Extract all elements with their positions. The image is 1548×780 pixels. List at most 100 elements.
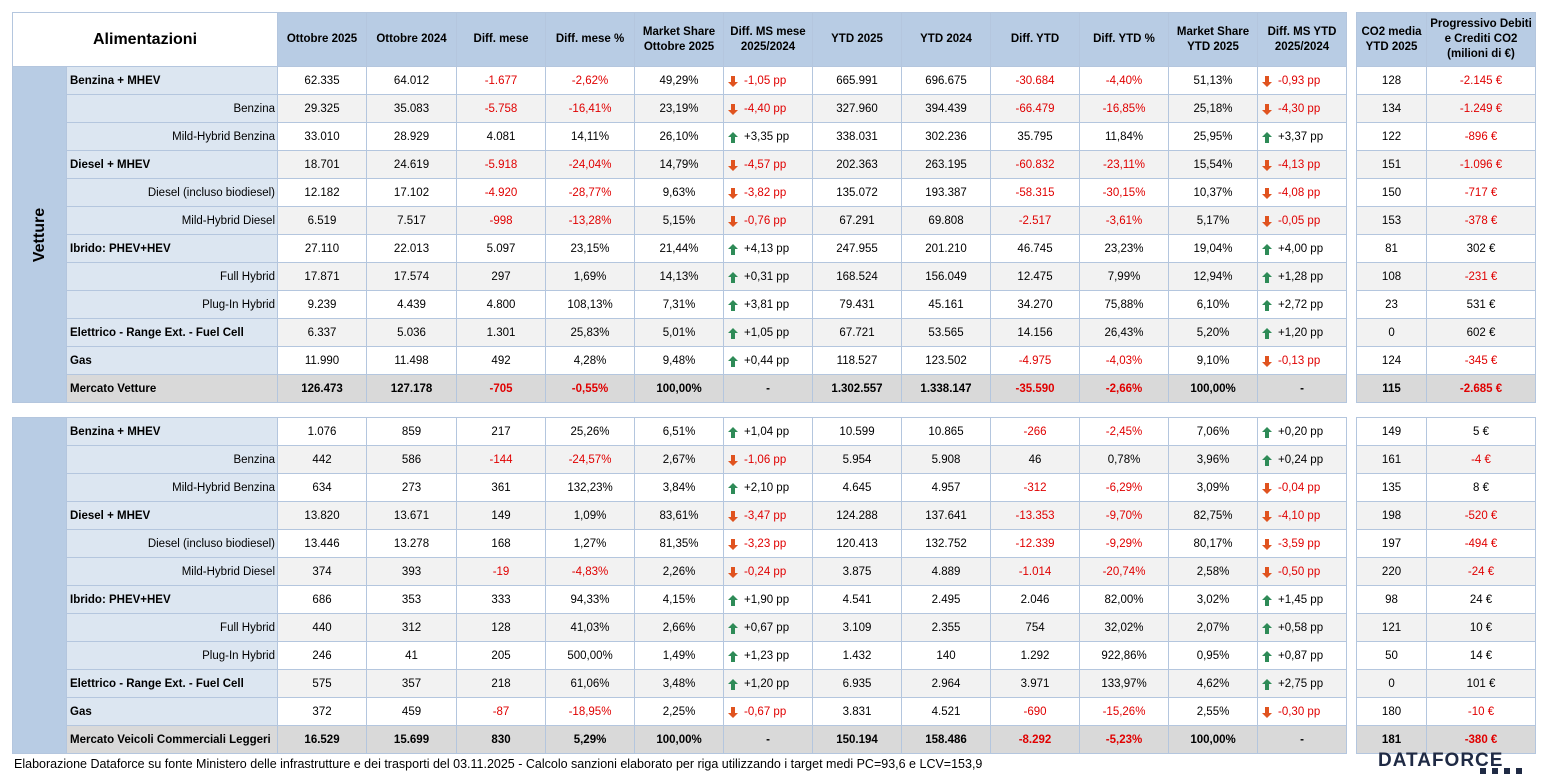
row-label: Plug-In Hybrid (65, 641, 279, 670)
data-cell: 15,54% (1168, 150, 1259, 179)
data-cell: -16,85% (1079, 94, 1170, 123)
co2-credit-cell: -717 € (1426, 178, 1537, 207)
arrow-down-icon (1262, 566, 1273, 578)
cell-value: +1,20 pp (744, 677, 790, 690)
co2-average-cell: 98 (1356, 585, 1428, 614)
arrow-up-icon (1262, 271, 1273, 283)
data-cell: 4.439 (366, 290, 458, 319)
co2-credit-cell: -24 € (1426, 557, 1537, 586)
data-cell: -2,62% (545, 66, 636, 95)
data-cell: 217 (456, 417, 547, 446)
co2-credit-cell: -1.249 € (1426, 94, 1537, 123)
data-cell: 49,29% (634, 66, 725, 95)
column-gap (1346, 613, 1357, 642)
cell-value: +2,72 pp (1278, 298, 1324, 311)
arrow-down-icon (728, 510, 739, 522)
market-share-diff-cell: -0,67 pp (723, 697, 814, 726)
arrow-up-icon (728, 327, 739, 339)
data-cell: 13.671 (366, 501, 458, 530)
arrow-up-icon (728, 678, 739, 690)
arrow-down-icon (1262, 706, 1273, 718)
data-cell: -8.292 (990, 725, 1081, 754)
column-gap (1346, 725, 1357, 754)
data-cell: -87 (456, 697, 547, 726)
co2-credit-cell: -10 € (1426, 697, 1537, 726)
data-cell: 273 (366, 473, 458, 502)
data-cell: -19 (456, 557, 547, 586)
arrow-up-icon (728, 426, 739, 438)
data-cell: 41,03% (545, 613, 636, 642)
data-cell: 23,23% (1079, 234, 1170, 263)
co2-credit-cell: 10 € (1426, 613, 1537, 642)
data-cell: 120.413 (812, 529, 903, 558)
data-cell: 64.012 (366, 66, 458, 95)
data-cell: 3,84% (634, 473, 725, 502)
data-cell: 67.721 (812, 318, 903, 347)
data-cell: 11.498 (366, 346, 458, 375)
table-row: Full Hybrid 17.871 17.574 297 1,69% 14,13% +0,… (13, 262, 1537, 291)
cell-value: +1,45 pp (1278, 593, 1324, 606)
data-cell: 2,55% (1168, 697, 1259, 726)
data-cell: -58.315 (990, 178, 1081, 207)
data-cell: -15,26% (1079, 697, 1170, 726)
data-cell: 6.337 (277, 318, 368, 347)
column-gap (1346, 641, 1357, 670)
co2-average-cell: 115 (1356, 374, 1428, 403)
table-row: Plug-In Hybrid 9.239 4.439 4.800 108,13% 7,31… (13, 290, 1537, 319)
section-label: Vetture (12, 66, 67, 403)
arrow-down-icon (728, 75, 739, 87)
data-cell: - (1257, 725, 1348, 754)
arrow-up-icon (1262, 622, 1273, 634)
market-share-diff-cell: +2,10 pp (723, 473, 814, 502)
data-cell: 83,61% (634, 501, 725, 530)
data-cell: 25,83% (545, 318, 636, 347)
data-cell: 2,67% (634, 445, 725, 474)
column-header: Market Share YTD 2025 (1168, 12, 1259, 67)
cell-value: +0,20 pp (1278, 425, 1324, 438)
arrow-up-icon (1262, 131, 1273, 143)
data-cell: 137.641 (901, 501, 992, 530)
data-cell: 394.439 (901, 94, 992, 123)
co2-credit-cell: 602 € (1426, 318, 1537, 347)
table-row: Diesel + MHEV 18.701 24.619 -5.918 -24,04% 14… (13, 150, 1537, 179)
data-cell: 5,17% (1168, 206, 1259, 235)
cell-value: -4,40 pp (744, 102, 787, 115)
data-cell: 10,37% (1168, 178, 1259, 207)
co2-average-cell: 108 (1356, 262, 1428, 291)
data-cell: 12.182 (277, 178, 368, 207)
market-share-diff-cell: +1,45 pp (1257, 585, 1348, 614)
section-label: Veicoli Commerciali Leggeri (12, 417, 67, 754)
cell-value: +0,24 pp (1278, 453, 1324, 466)
data-cell: 23,19% (634, 94, 725, 123)
data-cell: 28.929 (366, 122, 458, 151)
table-row: Elettrico - Range Ext. - Fuel Cell 575 357… (13, 669, 1537, 698)
data-cell: 17.574 (366, 262, 458, 291)
data-cell: 5.954 (812, 445, 903, 474)
market-share-diff-cell: -0,50 pp (1257, 557, 1348, 586)
arrow-down-icon (728, 187, 739, 199)
column-gap (1346, 585, 1357, 614)
data-cell: -5,23% (1079, 725, 1170, 754)
data-cell: 150.194 (812, 725, 903, 754)
data-cell: 9,63% (634, 178, 725, 207)
data-cell: 10.865 (901, 417, 992, 446)
data-cell: 100,00% (1168, 374, 1259, 403)
market-share-diff-cell: +1,04 pp (723, 417, 814, 446)
row-label: Full Hybrid (65, 613, 279, 642)
data-cell: 4.541 (812, 585, 903, 614)
data-cell: 338.031 (812, 122, 903, 151)
arrow-up-icon (728, 355, 739, 367)
data-cell: 149 (456, 501, 547, 530)
table-row: Veicoli Commerciali LeggeriBenzina + MHE… (12, 417, 1537, 754)
data-cell: 22.013 (366, 234, 458, 263)
co2-average-cell: 0 (1356, 669, 1428, 698)
data-cell: 9.239 (277, 290, 368, 319)
market-share-diff-cell: +4,00 pp (1257, 234, 1348, 263)
column-header: Diff. MS YTD 2025/2024 (1257, 12, 1348, 67)
cell-value: +0,87 pp (1278, 649, 1324, 662)
data-cell: 13.820 (277, 501, 368, 530)
co2-credit-cell: -4 € (1426, 445, 1537, 474)
cell-value: -0,67 pp (744, 705, 787, 718)
data-cell: 132.752 (901, 529, 992, 558)
cell-value: +0,67 pp (744, 621, 790, 634)
